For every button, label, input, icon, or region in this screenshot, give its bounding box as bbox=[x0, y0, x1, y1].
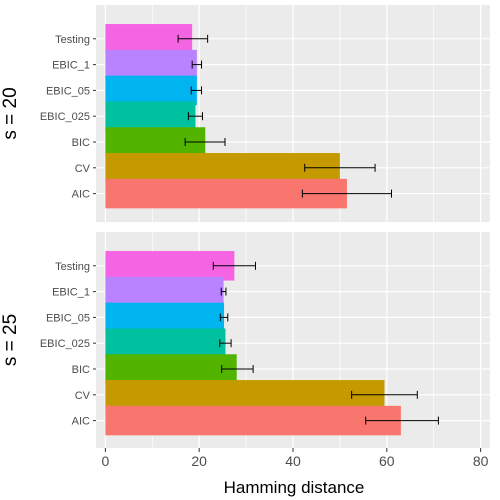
x-tick-label: 60 bbox=[379, 453, 395, 469]
error-bar-bic bbox=[221, 365, 254, 373]
bar-bic bbox=[105, 354, 237, 384]
error-bar-cv bbox=[304, 163, 376, 172]
error-bar-ebic-05 bbox=[219, 313, 229, 322]
error-bar-cv bbox=[351, 390, 418, 399]
y-tick-label: BIC bbox=[72, 364, 90, 376]
x-axis-title: Hamming distance bbox=[224, 478, 365, 497]
error-bar-ebic-1 bbox=[220, 287, 227, 296]
error-bar-ebic-025 bbox=[219, 339, 232, 348]
y-tick-label: EBIC_1 bbox=[52, 287, 90, 299]
error-bar-ebic-025 bbox=[187, 112, 203, 121]
y-tick-label: CV bbox=[75, 390, 91, 402]
bar-cv bbox=[105, 153, 340, 183]
error-bar-ebic-1 bbox=[191, 60, 203, 69]
bar-cv bbox=[105, 380, 385, 410]
y-tick-label: AIC bbox=[72, 416, 90, 428]
bar-ebic-025 bbox=[105, 101, 196, 131]
error-bar-ebic-05 bbox=[190, 86, 203, 95]
y-tick-label: EBIC_025 bbox=[40, 338, 90, 350]
x-tick-label: 20 bbox=[191, 453, 207, 469]
bar-ebic-05 bbox=[105, 75, 197, 106]
x-tick-label: 40 bbox=[285, 453, 301, 469]
error-bar-aic bbox=[365, 416, 439, 425]
y-tick-label: Testing bbox=[55, 261, 90, 273]
y-tick-label: CV bbox=[75, 163, 91, 175]
bar-ebic-025 bbox=[105, 328, 226, 358]
error-bar-testing bbox=[177, 34, 209, 43]
panel-2: Testing EBIC_1 EBIC_05 EBIC_025 BIC CV AIC s = … bbox=[0, 232, 490, 448]
error-bar-aic bbox=[301, 189, 392, 198]
y-tick-label: EBIC_1 bbox=[52, 60, 90, 72]
error-bar-testing bbox=[212, 261, 256, 270]
bar-ebic-05 bbox=[105, 302, 225, 333]
x-tick-label: 0 bbox=[101, 453, 109, 469]
x-tick-label: 80 bbox=[473, 453, 489, 469]
panels-layer: Testing EBIC_1 EBIC_05 EBIC_025 BIC CV AIC s = … bbox=[0, 5, 490, 448]
x-axis: 0 20 40 60 80 bbox=[101, 448, 489, 469]
error-bar-bic bbox=[184, 138, 226, 146]
y-tick-label: AIC bbox=[72, 189, 90, 201]
y-tick-label: Testing bbox=[55, 34, 90, 46]
bar-ebic-1 bbox=[105, 49, 197, 80]
y-tick-label: EBIC_05 bbox=[46, 85, 90, 97]
y-tick-label: BIC bbox=[72, 137, 90, 149]
bar-ebic-1 bbox=[105, 276, 224, 307]
bar-aic bbox=[105, 405, 401, 436]
y-tick-label: EBIC_05 bbox=[46, 312, 90, 324]
panel-1: Testing EBIC_1 EBIC_05 EBIC_025 BIC CV AIC s = … bbox=[0, 5, 490, 222]
facet-strip-label: s = 25 bbox=[0, 314, 21, 366]
y-tick-label: EBIC_025 bbox=[40, 111, 90, 123]
facet-strip-label: s = 20 bbox=[0, 87, 21, 139]
